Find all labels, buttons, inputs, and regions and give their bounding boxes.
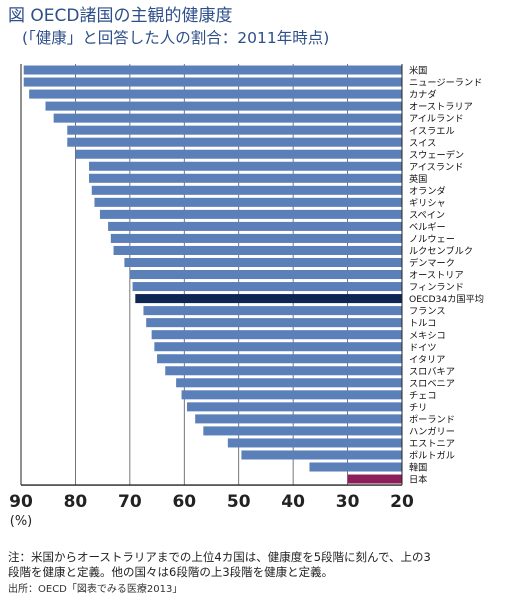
- bar: [154, 342, 402, 352]
- bar: [203, 426, 402, 436]
- bar: [67, 125, 402, 135]
- bar: [89, 173, 403, 183]
- chart-subtitle: (「健康」と回答した人の割合：2011年時点): [22, 29, 330, 47]
- category-label: フランス: [409, 306, 446, 317]
- tick-label: 20: [390, 492, 414, 512]
- category-label: ベルギー: [409, 222, 446, 233]
- bar: [124, 257, 403, 268]
- bar: [176, 378, 402, 388]
- bar: [94, 197, 402, 207]
- bar: [67, 137, 402, 147]
- bar: [157, 354, 402, 364]
- tick-label: 30: [336, 492, 360, 512]
- bar: [143, 306, 402, 316]
- tick-label: 70: [118, 492, 142, 512]
- note-line-2: 段階を健康と定義。他の国々は6段階の上3段階を健康と定義。: [8, 565, 334, 579]
- bar: [45, 101, 402, 111]
- category-label: イタリア: [409, 354, 445, 365]
- bar: [309, 462, 402, 472]
- category-label: エストニア: [409, 439, 455, 450]
- bar: [129, 270, 402, 280]
- category-label: ポルトガル: [409, 451, 455, 462]
- category-label: 日本: [409, 474, 427, 486]
- category-label: スウェーデン: [409, 149, 464, 161]
- category-label: 米国: [409, 65, 427, 77]
- tick-label: 80: [64, 492, 88, 512]
- bar: [23, 77, 402, 87]
- category-label: オランダ: [409, 185, 446, 197]
- category-label: ニュージーランド: [409, 78, 482, 89]
- category-label: ハンガリー: [409, 427, 455, 438]
- category-label: ポーランド: [409, 414, 455, 425]
- bar: [91, 185, 402, 195]
- bar: [75, 149, 402, 159]
- bar: [132, 282, 403, 292]
- category-label: チリ: [409, 402, 427, 413]
- tick-label: 40: [281, 492, 305, 512]
- category-label: デンマーク: [409, 257, 455, 269]
- category-label: ノルウェー: [409, 234, 455, 245]
- category-label: OECD34カ国平均: [409, 293, 484, 305]
- category-label: イスラエル: [409, 126, 455, 137]
- category-label: スロベニア: [409, 378, 455, 389]
- tick-label: 90: [9, 492, 33, 512]
- category-label: フィンランド: [409, 282, 464, 293]
- bar: [181, 390, 402, 400]
- bar: [165, 366, 402, 376]
- bar: [29, 89, 403, 99]
- category-label: チェコ: [409, 390, 437, 401]
- category-label: ドイツ: [409, 342, 437, 353]
- tick-label: 50: [227, 492, 251, 512]
- category-label: カナダ: [409, 89, 437, 101]
- chart-title: 図 OECD諸国の主観的健康度: [8, 6, 233, 26]
- category-label: ルクセンブルク: [409, 245, 473, 257]
- category-label: メキシコ: [409, 330, 446, 341]
- bar: [110, 233, 403, 243]
- bar: [347, 474, 402, 484]
- category-label: スイス: [409, 138, 436, 149]
- bar: [23, 65, 402, 75]
- title-block: 図 OECD諸国の主観的健康度 (「健康」と回答した人の割合：2011年時点): [8, 6, 520, 49]
- bar: [151, 330, 402, 340]
- bar: [187, 402, 402, 412]
- category-label: アイルランド: [409, 114, 464, 125]
- notes-block: 注：米国からオーストラリアまでの上位4カ国は、健康度を5段階に刻んで、上の3 段…: [8, 550, 520, 597]
- bar: [89, 161, 403, 171]
- category-label: トルコ: [409, 318, 436, 329]
- bar: [113, 245, 403, 255]
- bar: [146, 318, 402, 328]
- bar: [135, 294, 403, 304]
- x-axis-unit: (%): [10, 514, 33, 529]
- bar: [241, 450, 402, 460]
- tick-label: 60: [172, 492, 196, 512]
- bar: [195, 414, 402, 424]
- bar: [227, 438, 402, 448]
- bar: [108, 221, 402, 231]
- category-label: ギリシャ: [409, 198, 446, 209]
- category-label: アイスランド: [409, 162, 463, 173]
- source-note: 出所：OECD「図表でみる医療2013」: [8, 584, 183, 595]
- category-label: 韓国: [409, 463, 427, 474]
- bar: [99, 209, 403, 219]
- category-label: オーストラリア: [409, 102, 473, 113]
- category-label: スロバキア: [409, 366, 455, 377]
- category-label: 英国: [409, 173, 427, 185]
- category-label: オーストリア: [409, 270, 464, 281]
- category-label: スペイン: [409, 210, 445, 221]
- bar-chart: 米国ニュージーランドカナダオーストラリアアイルランドイスラエルスイススウェーデン…: [9, 64, 484, 529]
- bar: [53, 113, 403, 123]
- note-line-1: 注：米国からオーストラリアまでの上位4カ国は、健康度を5段階に刻んで、上の3: [8, 550, 431, 564]
